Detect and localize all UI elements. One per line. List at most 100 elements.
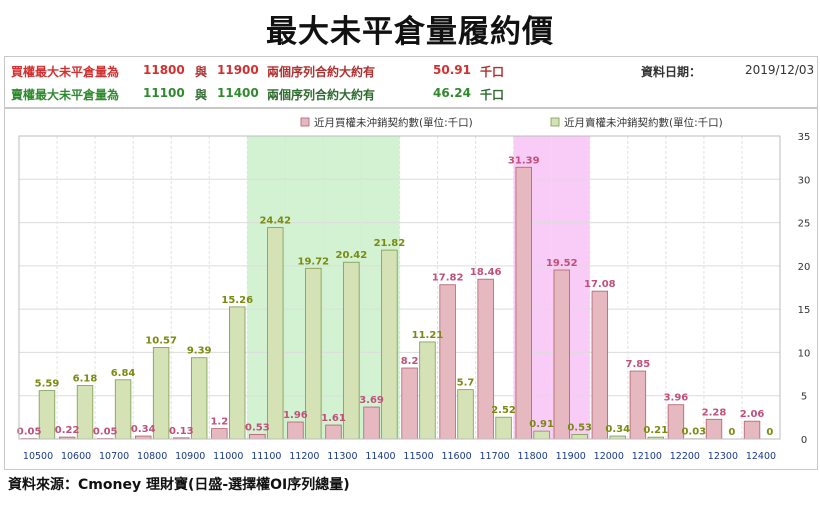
x-tick-label: 10700 — [99, 451, 129, 462]
bar-chart: 0.05 5.59 0.22 6.18 0.05 6.84 0.34 10.57 0.13 9.3… — [17, 116, 811, 462]
call-data-label: 7.85 — [626, 359, 651, 370]
call-bar-11600 — [439, 284, 456, 440]
call-data-label: 1.2 — [210, 417, 228, 428]
put-bar-11700 — [495, 416, 512, 440]
call-info-text: 兩個序列合約大約有 — [267, 65, 376, 79]
call-bar-12400 — [743, 420, 761, 440]
chart-panel: 0.05 5.59 0.22 6.18 0.05 6.84 0.34 10.57 0.13 9.3… — [4, 108, 818, 470]
source-footer: 資料來源：Cmoney 理財寶(日盛-選擇權OI序列總量) — [8, 477, 350, 493]
x-tick-label: 11700 — [480, 451, 510, 462]
call-bar-11500 — [401, 367, 418, 440]
call-info-label: 買權最大未平倉量為 — [11, 65, 120, 79]
x-tick-label: 11400 — [365, 451, 395, 462]
put-bar-10700 — [114, 379, 132, 440]
put-bar-11000 — [229, 306, 246, 440]
x-tick-label: 10800 — [137, 451, 167, 462]
put-data-label: 0 — [766, 427, 773, 438]
call-data-label: 17.08 — [584, 279, 616, 290]
call-data-label: 0.13 — [169, 426, 194, 437]
legend-swatch-call — [300, 117, 310, 127]
data-labels: 0.05 5.59 0.22 6.18 0.05 6.84 0.34 10.57 0.13 9.3… — [17, 155, 774, 438]
put-data-label: 11.21 — [412, 330, 444, 341]
x-tick-label: 11600 — [441, 451, 471, 462]
x-tick-label: 12300 — [708, 451, 738, 462]
call-info-strike-from: 11800 — [143, 63, 185, 77]
put-bar-10600 — [76, 385, 94, 440]
put-info-strike-from: 11100 — [143, 86, 185, 100]
call-bar-11900 — [553, 269, 570, 440]
put-data-label: 6.18 — [73, 373, 98, 384]
y-tick-label: 0 — [801, 435, 807, 446]
put-data-label: 5.59 — [35, 379, 60, 390]
put-bar-11900 — [571, 434, 588, 440]
put-bar-11600 — [457, 389, 474, 440]
call-data-label: 1.96 — [283, 410, 308, 421]
call-bar-11000 — [211, 428, 228, 440]
put-bar-10800 — [152, 347, 170, 440]
y-tick-label: 5 — [801, 392, 807, 403]
call-bar-11300 — [325, 424, 342, 440]
put-info-label: 賣權最大未平倉量為 — [11, 88, 120, 102]
info-bar: 買權最大未平倉量為 11800 與 11900 兩個序列合約大約有 50.91 … — [4, 56, 818, 108]
y-tick-label: 35 — [798, 132, 811, 143]
call-data-label: 0.05 — [17, 427, 42, 438]
x-tick-label: 12000 — [594, 451, 624, 462]
put-bar-11800 — [533, 430, 550, 440]
put-info-row: 賣權最大未平倉量為 11100 與 11400 兩個序列合約大約有 46.24 … — [5, 82, 817, 104]
x-tick-label: 11800 — [518, 451, 548, 462]
call-data-label: 18.46 — [470, 267, 502, 278]
call-bar-11100 — [249, 434, 266, 440]
call-data-label: 3.69 — [359, 395, 384, 406]
x-tick-label: 11000 — [213, 451, 243, 462]
put-data-label: 0.34 — [605, 424, 630, 435]
x-tick-label: 12400 — [746, 451, 776, 462]
call-data-label: 0.53 — [245, 422, 270, 433]
x-tick-label: 12100 — [632, 451, 662, 462]
call-data-label: 0.22 — [55, 425, 80, 436]
y-tick-label: 15 — [798, 305, 811, 316]
put-data-label: 0.21 — [643, 425, 668, 436]
put-bar-10500 — [38, 390, 56, 440]
put-info-text: 兩個序列合約大約有 — [267, 88, 376, 102]
x-tick-label: 11300 — [327, 451, 357, 462]
y-tick-label: 20 — [798, 262, 811, 273]
put-info-strike-to: 11400 — [217, 86, 259, 100]
put-data-label: 9.39 — [187, 346, 212, 357]
put-data-label: 5.7 — [457, 378, 475, 389]
call-data-label: 31.39 — [508, 155, 540, 166]
put-data-label: 10.57 — [145, 335, 177, 346]
put-data-label: 21.82 — [374, 238, 406, 249]
y-tick-label: 30 — [798, 175, 811, 186]
x-tick-label: 11900 — [556, 451, 586, 462]
call-info-row: 買權最大未平倉量為 11800 與 11900 兩個序列合約大約有 50.91 … — [5, 59, 817, 81]
legend-label-call: 近月買權未沖銷契約數(單位:千口) — [314, 116, 473, 129]
put-data-label: 0 — [728, 427, 735, 438]
call-data-label: 1.61 — [321, 413, 346, 424]
put-data-label: 2.52 — [491, 405, 516, 416]
call-data-label: 2.28 — [702, 407, 727, 418]
call-info-strike-to: 11900 — [217, 63, 259, 77]
put-info-value: 46.24 — [433, 86, 471, 100]
y-tick-label: 25 — [798, 219, 811, 230]
axes: 0 5 10 15 20 25 30 35 10500 10600 10700 10800 10900 1… — [18, 132, 811, 462]
call-info-value: 50.91 — [433, 63, 471, 77]
put-data-label: 24.42 — [259, 216, 291, 227]
call-bar-11800 — [515, 166, 532, 440]
call-data-label: 8.2 — [401, 356, 419, 367]
put-bar-11200 — [305, 267, 322, 440]
put-data-label: 19.72 — [297, 256, 329, 267]
put-bar-11500 — [419, 341, 436, 440]
put-bar-11300 — [343, 261, 360, 440]
put-bar-10900 — [190, 357, 208, 440]
call-bar-12300 — [705, 418, 723, 440]
put-data-label: 0.03 — [681, 427, 706, 438]
call-data-label: 2.06 — [740, 409, 765, 420]
x-tick-label: 11500 — [403, 451, 433, 462]
put-bar-11400 — [381, 249, 398, 440]
x-tick-label: 12200 — [670, 451, 700, 462]
x-tick-label: 10500 — [23, 451, 53, 462]
plot-frame — [18, 135, 781, 440]
call-data-label: 3.96 — [664, 393, 689, 404]
call-data-label: 0.34 — [131, 424, 156, 435]
legend-swatch-put — [550, 117, 560, 127]
